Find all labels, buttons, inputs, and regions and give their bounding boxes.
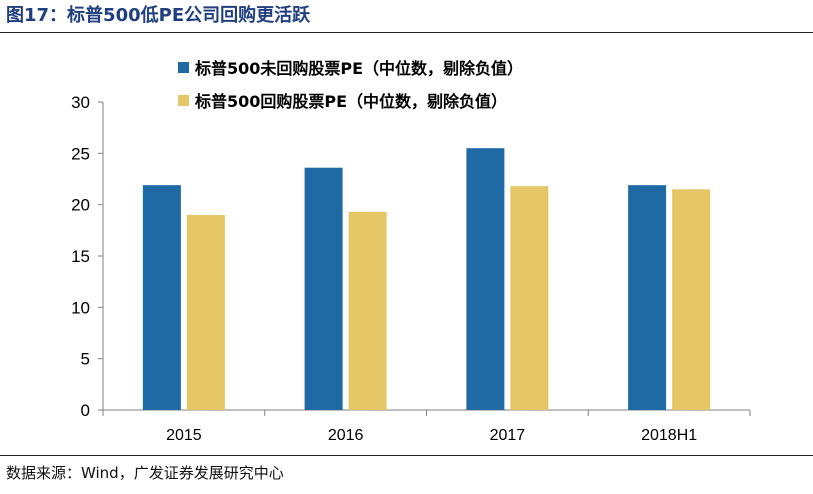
figure-title: 图17：标普500低PE公司回购更活跃	[6, 5, 311, 26]
x-tick-label: 2015	[166, 427, 202, 444]
bars	[142, 148, 711, 410]
bar-series-2	[672, 189, 711, 410]
bar-series-1	[142, 185, 181, 410]
top-divider	[0, 32, 813, 33]
y-tick-label: 15	[71, 247, 90, 266]
bar-chart: 0 5 10 15 20 25 30 2015 2016 2017 2018H1 标普500未回购…	[71, 59, 751, 444]
y-tick-label: 0	[81, 401, 90, 420]
x-tick-label: 2017	[490, 427, 526, 444]
x-tick-label: 2018H1	[641, 427, 697, 444]
bar-series-2	[186, 214, 225, 410]
y-tick-label: 25	[71, 144, 90, 163]
y-tick-label: 5	[81, 350, 90, 369]
bottom-divider	[0, 455, 813, 456]
y-tick-label: 20	[71, 196, 90, 215]
y-tick-label: 30	[71, 93, 90, 112]
bar-series-1	[466, 148, 505, 410]
x-axis: 2015 2016 2017 2018H1	[102, 409, 751, 444]
legend-swatch	[178, 95, 189, 106]
legend-swatch	[178, 62, 189, 73]
x-tick-label: 2016	[328, 427, 364, 444]
bar-series-1	[304, 167, 343, 410]
legend-label: 标普500回购股票PE（中位数，剔除负值）	[194, 92, 507, 111]
y-axis: 0 5 10 15 20 25 30	[71, 93, 104, 420]
legend: 标普500未回购股票PE（中位数，剔除负值） 标普500回购股票PE（中位数，剔除…	[178, 59, 523, 111]
y-tick-label: 10	[71, 298, 90, 317]
bar-series-2	[510, 186, 549, 410]
bar-series-1	[628, 185, 667, 410]
legend-label: 标普500未回购股票PE（中位数，剔除负值）	[194, 59, 523, 78]
bar-series-2	[348, 211, 387, 410]
source-note: 数据来源：Wind，广发证券发展研究中心	[6, 464, 284, 482]
